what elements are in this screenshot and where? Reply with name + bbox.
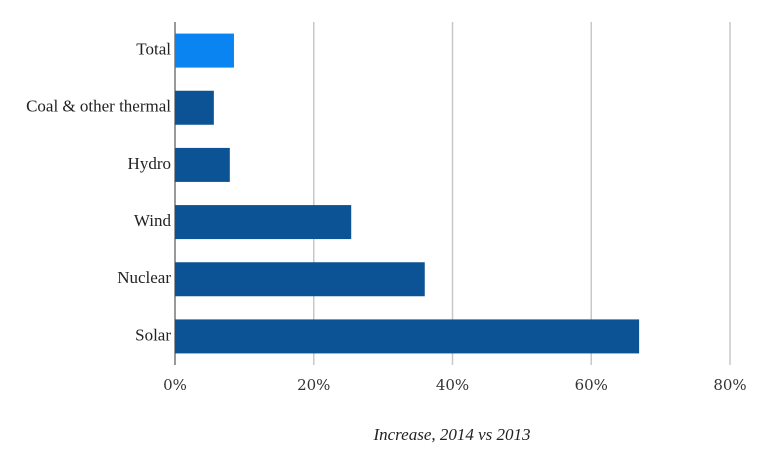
bar (175, 147, 230, 182)
y-tick-label: Nuclear (117, 268, 171, 287)
y-tick-label: Coal & other thermal (26, 97, 171, 116)
x-tick-label: 60% (575, 376, 608, 394)
x-tick-label: 0% (163, 376, 187, 394)
y-tick-label: Total (136, 39, 171, 58)
bar (175, 205, 352, 240)
x-axis-label: Increase, 2014 vs 2013 (372, 425, 530, 444)
bar (175, 90, 214, 125)
bar (175, 33, 234, 68)
x-tick-label: 20% (297, 376, 330, 394)
y-tick-label: Solar (135, 325, 171, 344)
x-tick-label: 80% (713, 376, 746, 394)
y-tick-label: Hydro (128, 154, 171, 173)
x-tick-label: 40% (436, 376, 469, 394)
bar (175, 319, 640, 354)
y-tick-label: Wind (134, 211, 172, 230)
bar (175, 262, 425, 297)
